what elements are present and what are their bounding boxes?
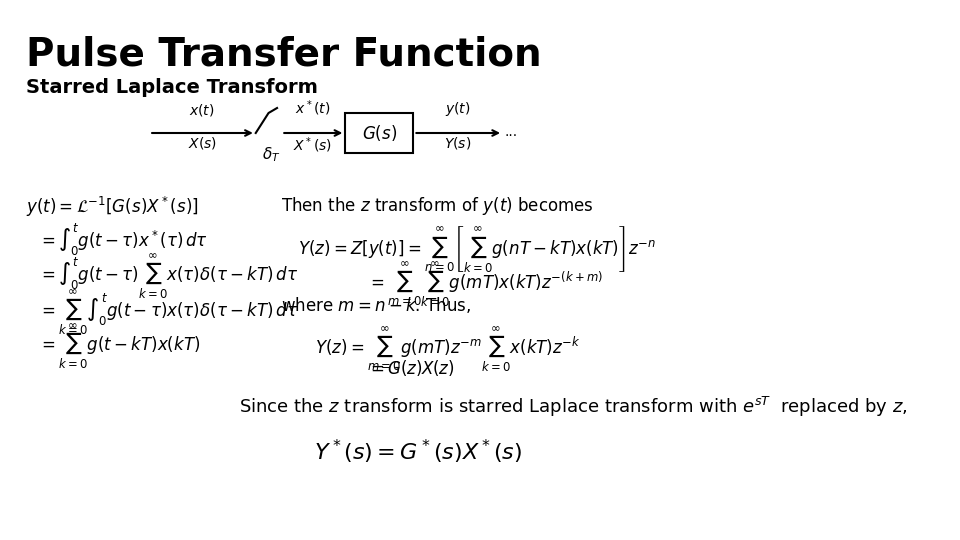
- Bar: [346, 113, 414, 153]
- Text: $= \sum_{k=0}^{\infty}\int_0^t g(t-\tau)x(\tau)\delta(\tau - kT)\,d\tau$: $= \sum_{k=0}^{\infty}\int_0^t g(t-\tau)…: [38, 288, 299, 338]
- Text: $= \sum_{m=0}^{\infty}\sum_{k=0}^{\infty} g(mT)x(kT)z^{-(k+m)}$: $= \sum_{m=0}^{\infty}\sum_{k=0}^{\infty…: [367, 260, 603, 309]
- Text: $y(t) = \mathcal{L}^{-1}[G(s)X^*(s)]$: $y(t) = \mathcal{L}^{-1}[G(s)X^*(s)]$: [26, 195, 199, 219]
- Text: $Y^*(s) = G^*(s)X^*(s)$: $Y^*(s) = G^*(s)X^*(s)$: [314, 438, 522, 466]
- Text: $X^*(s)$: $X^*(s)$: [294, 135, 332, 154]
- Text: $= \sum_{k=0}^{\infty} g(t - kT)x(kT)$: $= \sum_{k=0}^{\infty} g(t - kT)x(kT)$: [38, 322, 201, 372]
- Text: $= \int_0^t g(t-\tau)x^*(\tau)\,d\tau$: $= \int_0^t g(t-\tau)x^*(\tau)\,d\tau$: [38, 222, 208, 258]
- Text: $Y(z) = Z[y(t)] = \sum_{n=0}^{\infty}\left[\sum_{k=0}^{\infty}g(nT-kT)x(kT)\righ: $Y(z) = Z[y(t)] = \sum_{n=0}^{\infty}\le…: [299, 225, 657, 275]
- Text: where $m = n - k$. Thus,: where $m = n - k$. Thus,: [281, 295, 471, 315]
- Text: $\delta_T$: $\delta_T$: [262, 145, 280, 164]
- Text: $x^*(t)$: $x^*(t)$: [296, 98, 330, 118]
- Text: $= G(z)X(z)$: $= G(z)X(z)$: [367, 358, 454, 378]
- Text: Pulse Transfer Function: Pulse Transfer Function: [26, 35, 541, 73]
- Text: $X(s)$: $X(s)$: [187, 135, 217, 151]
- Text: $G(s)$: $G(s)$: [362, 123, 396, 143]
- Text: Starred Laplace Transform: Starred Laplace Transform: [26, 78, 318, 97]
- Text: $= \int_0^t g(t-\tau)\sum_{k=0}^{\infty} x(\tau)\delta(\tau - kT)\,d\tau$: $= \int_0^t g(t-\tau)\sum_{k=0}^{\infty}…: [38, 252, 299, 301]
- Text: $Y(z) = \sum_{m=0}^{\infty} g(mT)z^{-m}\sum_{k=0}^{\infty} x(kT)z^{-k}$: $Y(z) = \sum_{m=0}^{\infty} g(mT)z^{-m}\…: [316, 325, 581, 374]
- Text: $x(t)$: $x(t)$: [189, 102, 215, 118]
- Text: Since the $z$ transform is starred Laplace transform with $e^{sT}$  replaced by : Since the $z$ transform is starred Lapla…: [239, 395, 907, 419]
- Text: $y(t)$: $y(t)$: [445, 100, 470, 118]
- Text: Then the $z$ transform of $y(t)$ becomes: Then the $z$ transform of $y(t)$ becomes: [281, 195, 594, 217]
- Text: ...: ...: [505, 125, 517, 139]
- Text: $Y(s)$: $Y(s)$: [444, 135, 471, 151]
